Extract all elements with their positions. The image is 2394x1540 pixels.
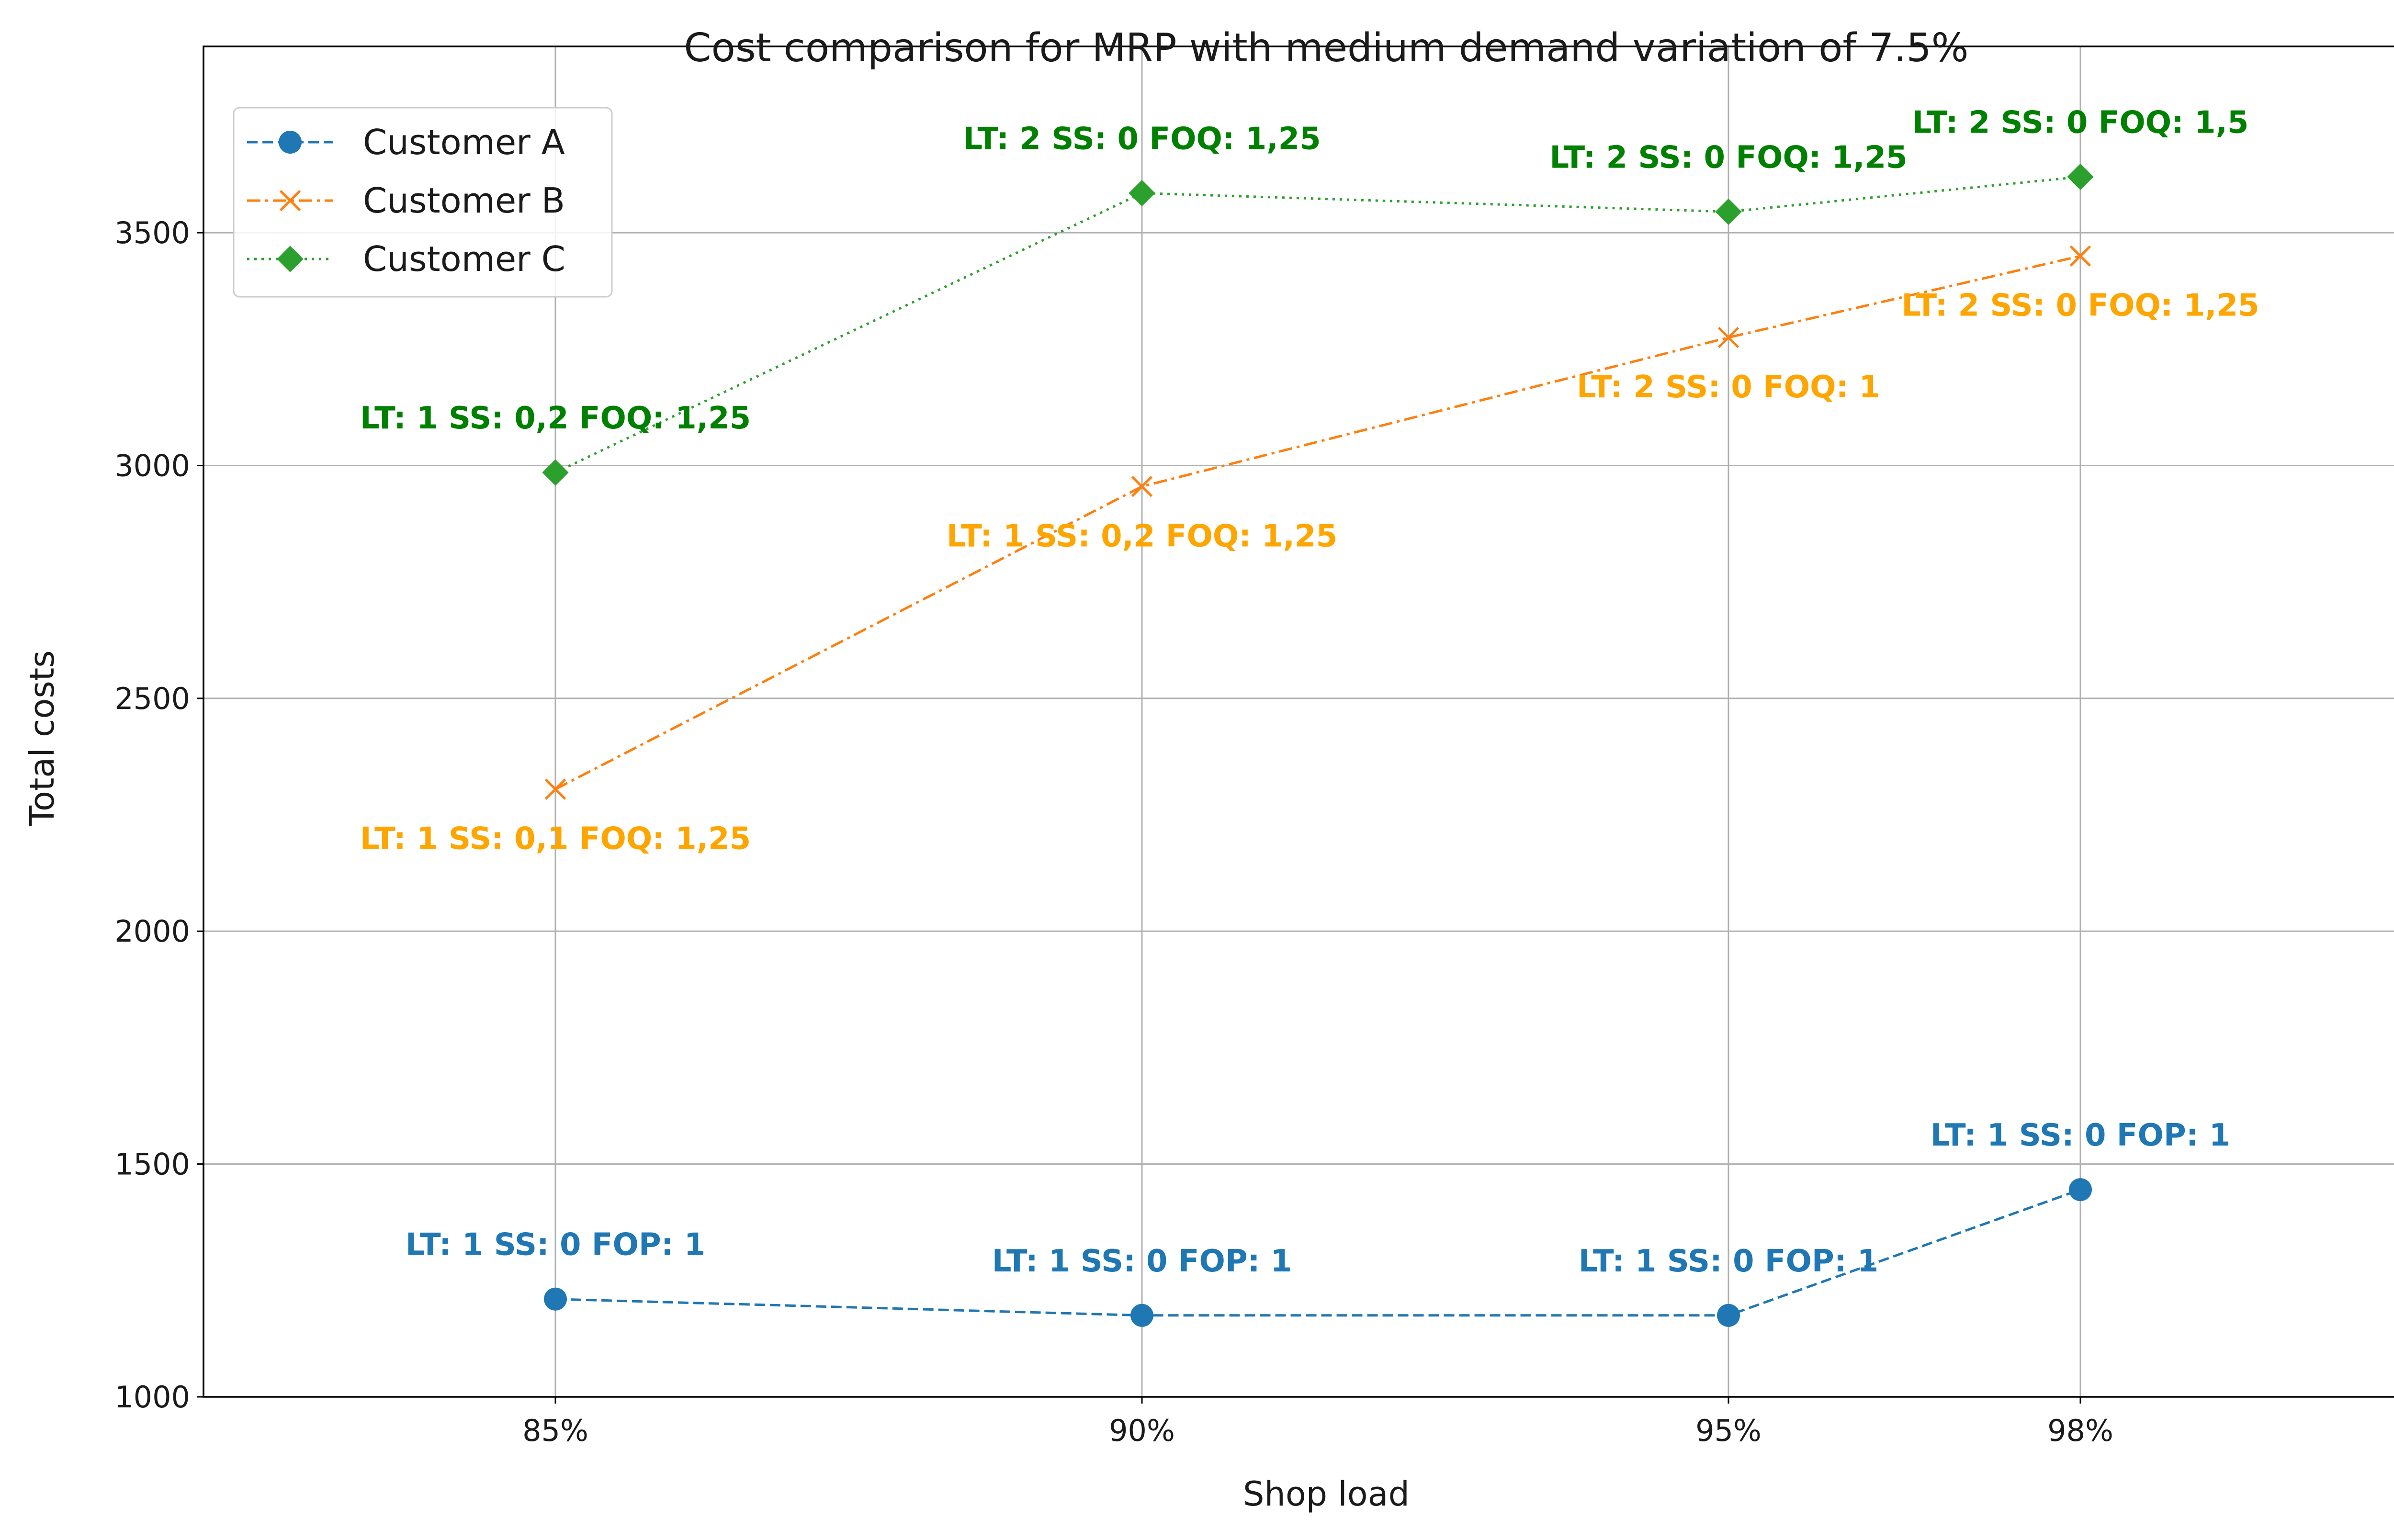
- data-point: [2069, 245, 2091, 267]
- data-label: LT: 1 SS: 0 FOP: 1: [406, 1227, 705, 1263]
- plot-frame: [203, 45, 2394, 1398]
- legend-label: Customer B: [363, 180, 565, 221]
- annotations: LT: 1 SS: 0 FOP: 1 LT: 1 SS: 0 FOP: 1 LT: …: [360, 105, 2259, 1279]
- data-label: LT: 2 SS: 0 FOQ: 1,5: [1912, 105, 2249, 140]
- legend-entry: Customer B: [247, 180, 565, 221]
- x-tick-label: 90%: [1109, 1413, 1175, 1448]
- data-label: LT: 1 SS: 0 FOP: 1: [992, 1244, 1292, 1279]
- data-point: [1130, 1304, 1153, 1327]
- data-label: LT: 1 SS: 0,2 FOQ: 1,25: [947, 518, 1337, 554]
- data-point: [1717, 326, 1739, 348]
- data-label: LT: 1 SS: 0 FOP: 1: [1931, 1118, 2230, 1153]
- y-tick-label: 1500: [114, 1147, 190, 1182]
- x-axis-label: Shop load: [1243, 1474, 1410, 1514]
- data-point: [2067, 163, 2094, 190]
- data-point: [2069, 1178, 2092, 1202]
- data-point: [1717, 1304, 1740, 1327]
- data-label: LT: 1 SS: 0,2 FOQ: 1,25: [360, 401, 751, 436]
- legend-label: Customer A: [363, 122, 565, 162]
- x-tick-label: 98%: [2047, 1413, 2113, 1448]
- data-point: [544, 1287, 567, 1311]
- data-point: [544, 778, 566, 800]
- legend-box: [233, 107, 613, 298]
- y-tick-label: 2000: [114, 914, 190, 949]
- series-line-customer-a: [555, 1188, 2081, 1317]
- y-axis-label: Total costs: [23, 650, 62, 826]
- legend-entry: Customer C: [247, 239, 565, 279]
- x-tick-label: 85%: [522, 1413, 588, 1448]
- x-tick-label: 95%: [1695, 1413, 1762, 1448]
- series-layer: [542, 163, 2094, 1327]
- y-tick-label: 3500: [114, 215, 190, 250]
- legend-marker: [279, 190, 301, 212]
- y-tick-label: 3000: [114, 448, 190, 483]
- y-tick-label: 2500: [114, 681, 190, 716]
- legend: Customer A Customer B Customer C: [233, 107, 613, 298]
- series-line-customer-b: [554, 255, 2081, 790]
- data-label: LT: 2 SS: 0 FOQ: 1,25: [1901, 288, 2259, 324]
- axes: 85% 90% 95% 98% 1000 1500 2000 2500 3000 3500: [114, 45, 2394, 1448]
- chart-title: Cost comparison for MRP with medium dema…: [684, 25, 1968, 71]
- y-tick-label: 1000: [114, 1380, 190, 1415]
- data-label: LT: 1 SS: 0,1 FOQ: 1,25: [360, 821, 751, 857]
- data-point: [1129, 180, 1155, 207]
- data-label: LT: 1 SS: 0 FOP: 1: [1579, 1244, 1878, 1279]
- series-line-customer-c: [554, 175, 2081, 474]
- legend-entry: Customer A: [247, 122, 565, 162]
- data-label: LT: 2 SS: 0 FOQ: 1: [1577, 370, 1880, 405]
- data-label: LT: 2 SS: 0 FOQ: 1,25: [963, 121, 1321, 157]
- data-point: [542, 459, 569, 486]
- data-label: LT: 2 SS: 0 FOQ: 1,25: [1549, 140, 1907, 175]
- data-point: [1715, 198, 1742, 225]
- legend-label: Customer C: [363, 239, 565, 279]
- data-point: [1131, 476, 1153, 497]
- legend-marker: [279, 131, 302, 154]
- legend-marker: [277, 246, 304, 272]
